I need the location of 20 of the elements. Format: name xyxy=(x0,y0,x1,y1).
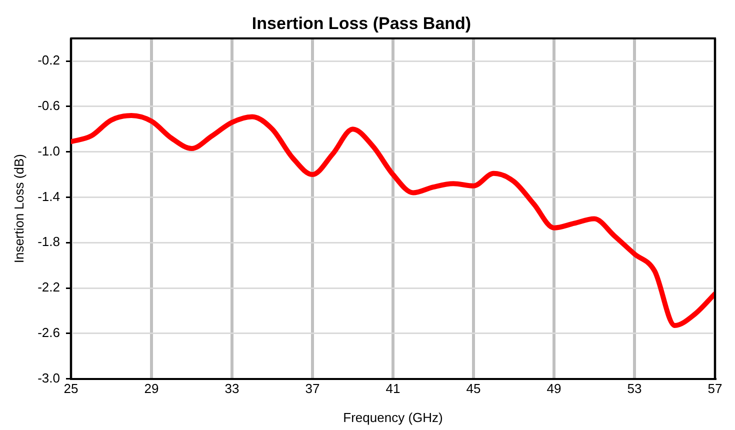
y-tick-label: -1.8 xyxy=(38,234,60,250)
x-tick-label: 37 xyxy=(305,381,320,396)
y-axis-title: Insertion Loss (dB) xyxy=(11,154,26,264)
x-tick-label: 49 xyxy=(546,381,562,396)
chart-title: Insertion Loss (Pass Band) xyxy=(252,14,472,33)
y-tick-label: -1.0 xyxy=(38,143,60,158)
x-axis-title: Frequency (GHz) xyxy=(343,410,443,425)
x-tick-label: 29 xyxy=(144,381,159,396)
x-tick-label: 41 xyxy=(386,381,400,396)
x-tick-label: 45 xyxy=(466,381,481,396)
x-tick-label: 33 xyxy=(224,381,240,396)
y-tick-label: -2.2 xyxy=(38,280,60,295)
y-tick-label: -3.0 xyxy=(38,370,60,386)
y-tick-label: -0.6 xyxy=(38,98,60,114)
y-tick-label: -1.4 xyxy=(38,188,60,204)
x-tick-label: 53 xyxy=(627,381,642,396)
y-tick-label: -0.2 xyxy=(38,52,60,68)
y-tick-label: -2.6 xyxy=(38,324,60,340)
x-tick-label: 57 xyxy=(708,381,722,396)
x-tick-label: 25 xyxy=(64,381,78,396)
